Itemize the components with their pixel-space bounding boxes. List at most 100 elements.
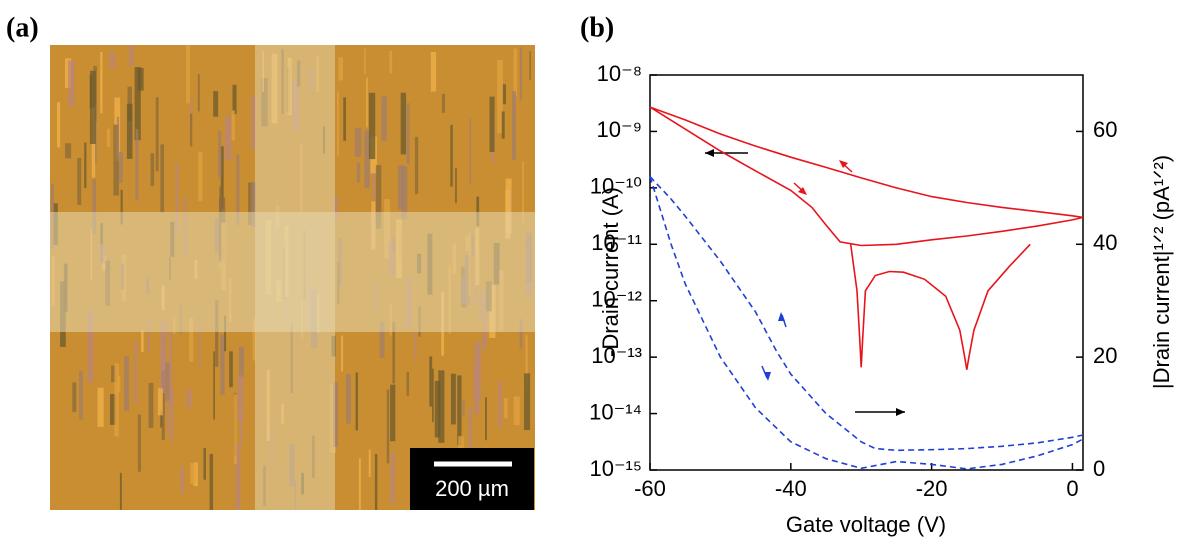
texture (375, 165, 382, 229)
texture (358, 458, 361, 510)
texture (87, 310, 94, 383)
texture (251, 181, 257, 228)
data-line (649, 176, 1084, 452)
texture (341, 335, 344, 372)
texture (129, 45, 134, 66)
texture (235, 443, 241, 510)
texture (389, 50, 393, 74)
texture (198, 315, 201, 369)
texture (519, 47, 522, 101)
texture (64, 58, 72, 89)
texture (519, 318, 523, 349)
texture (414, 136, 419, 195)
texture (332, 382, 339, 447)
data-line (849, 243, 1031, 370)
texture (474, 344, 480, 415)
texture (354, 127, 362, 157)
x-tick-label: -40 (775, 476, 807, 501)
texture (165, 362, 170, 402)
electrode-band (255, 45, 335, 510)
texture (155, 97, 159, 172)
texture (161, 370, 165, 441)
texture (489, 96, 495, 153)
texture (390, 384, 396, 442)
plot-frame (649, 74, 1084, 471)
texture (134, 67, 141, 141)
texture (193, 462, 198, 487)
y2-tick-label: 60 (1093, 117, 1117, 142)
texture (430, 51, 437, 92)
texture (189, 317, 194, 362)
texture (203, 447, 206, 480)
texture (167, 399, 170, 436)
texture (379, 321, 385, 359)
texture (529, 51, 531, 80)
texture (450, 124, 453, 187)
texture (84, 142, 87, 189)
texture (157, 388, 163, 416)
data-line (649, 176, 1084, 470)
texture (100, 51, 103, 114)
texture (432, 368, 434, 423)
texture (224, 115, 232, 161)
scale-bar-label: 200 µm (435, 476, 509, 501)
texture (137, 67, 144, 91)
texture (338, 57, 343, 81)
texture (160, 410, 163, 428)
texture (368, 449, 371, 478)
texture (111, 365, 117, 383)
texture (186, 45, 190, 104)
texture (170, 388, 174, 441)
texture (232, 84, 237, 115)
texture (502, 84, 506, 105)
y2-tick-label: 0 (1093, 456, 1105, 481)
texture (450, 373, 456, 425)
texture (501, 111, 505, 139)
texture (160, 144, 165, 213)
texture (429, 356, 433, 407)
texture (113, 124, 119, 196)
texture (355, 372, 358, 431)
texture (116, 116, 119, 158)
texture (72, 382, 77, 412)
texture (400, 92, 407, 155)
texture (368, 92, 376, 160)
texture (150, 153, 155, 187)
texture (190, 463, 196, 484)
texture (248, 182, 254, 226)
y-tick-label: 10⁻¹⁰ (590, 174, 642, 199)
texture (236, 154, 240, 226)
texture (175, 164, 179, 234)
x-tick-label: 0 (1066, 476, 1078, 501)
texture (120, 189, 123, 225)
texture (392, 322, 396, 384)
texture (434, 380, 441, 438)
texture (513, 48, 518, 96)
texture (197, 74, 200, 112)
texture (118, 151, 123, 183)
y-tick-label: 10⁻¹⁴ (589, 399, 642, 424)
y2-tick-label: 20 (1093, 343, 1117, 368)
texture (406, 103, 410, 165)
texture (485, 397, 487, 441)
texture (462, 399, 465, 417)
texture (95, 103, 97, 164)
texture (414, 332, 417, 361)
texture (114, 363, 119, 437)
texture (106, 128, 110, 148)
texture (345, 374, 351, 424)
texture (343, 97, 347, 141)
texture (77, 157, 82, 205)
texture (525, 334, 528, 391)
texture (239, 410, 243, 446)
texture (198, 151, 203, 201)
texture (511, 91, 516, 160)
texture (469, 118, 472, 185)
texture (398, 165, 405, 210)
texture (224, 315, 227, 352)
texture (79, 371, 83, 420)
texture (220, 146, 224, 209)
texture (364, 48, 366, 75)
texture (169, 330, 173, 406)
texture (468, 407, 473, 470)
